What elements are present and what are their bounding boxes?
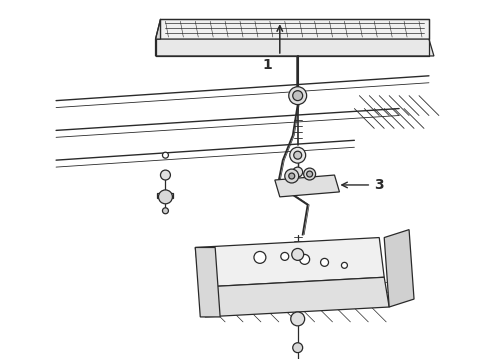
Circle shape <box>342 262 347 268</box>
Circle shape <box>294 151 302 159</box>
Circle shape <box>291 312 305 326</box>
Circle shape <box>289 87 307 105</box>
Text: 1: 1 <box>263 58 272 72</box>
Circle shape <box>163 208 169 214</box>
Circle shape <box>254 251 266 264</box>
Circle shape <box>289 173 294 179</box>
Circle shape <box>307 171 313 177</box>
Polygon shape <box>384 230 414 307</box>
Circle shape <box>285 169 299 183</box>
Polygon shape <box>275 175 340 197</box>
Text: 2: 2 <box>360 240 370 255</box>
Polygon shape <box>157 193 173 198</box>
Circle shape <box>304 168 316 180</box>
Circle shape <box>281 252 289 260</box>
Circle shape <box>158 190 172 204</box>
Circle shape <box>320 258 328 266</box>
Text: 3: 3 <box>374 178 384 192</box>
Circle shape <box>293 167 303 177</box>
Polygon shape <box>161 19 429 39</box>
Polygon shape <box>155 19 161 39</box>
Circle shape <box>292 248 304 260</box>
Circle shape <box>161 170 171 180</box>
Circle shape <box>163 152 169 158</box>
Circle shape <box>293 343 303 353</box>
Circle shape <box>300 255 310 264</box>
Polygon shape <box>155 39 434 56</box>
Polygon shape <box>196 238 384 287</box>
Circle shape <box>290 147 306 163</box>
Polygon shape <box>200 277 389 317</box>
Polygon shape <box>196 247 220 317</box>
Circle shape <box>293 91 303 100</box>
